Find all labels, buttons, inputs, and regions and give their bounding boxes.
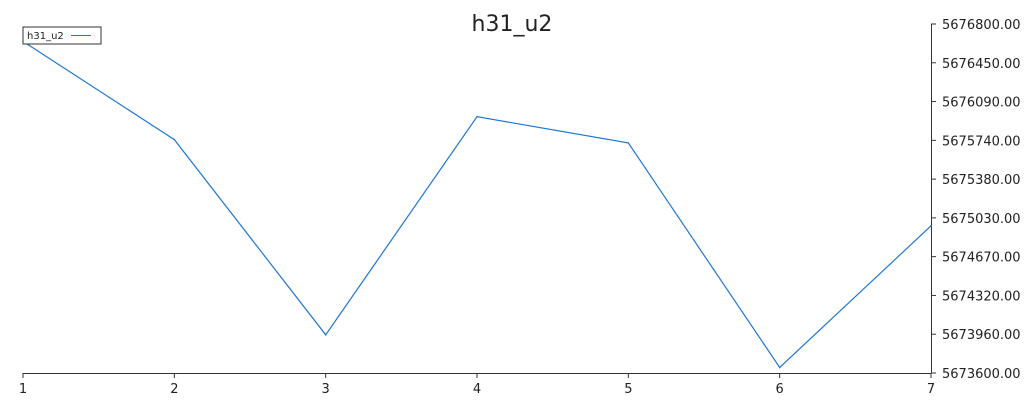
data-point [173, 138, 176, 141]
x-tick-label: 1 [19, 382, 27, 397]
y-tick-label: 5675380.00 [942, 173, 1021, 188]
x-tick-label: 6 [776, 382, 784, 397]
legend-label: h31_u2 [27, 31, 64, 42]
y-tick-label: 5676450.00 [942, 57, 1021, 72]
x-tick-label: 5 [624, 382, 632, 397]
series-layer [22, 40, 932, 369]
y-tick-label: 5675030.00 [942, 212, 1021, 227]
chart-title: h31_u2 [472, 12, 553, 37]
data-point [476, 115, 478, 118]
data-point [778, 366, 781, 369]
data-point [627, 142, 630, 144]
y-tick-label: 5674320.00 [942, 289, 1021, 304]
y-tick-label: 5673600.00 [942, 367, 1021, 382]
x-tick-label: 7 [927, 382, 935, 397]
legend: h31_u2 [22, 26, 102, 45]
data-point [324, 334, 327, 336]
legend-box [22, 26, 102, 45]
x-tick-label: 2 [170, 382, 178, 397]
y-tick-label: 5673960.00 [942, 328, 1021, 343]
y-tick-label: 5674670.00 [942, 251, 1021, 266]
y-tick-label: 5676090.00 [942, 96, 1021, 111]
y-tick-label: 5675740.00 [942, 134, 1021, 149]
y-tick-label: 5676800.00 [942, 18, 1021, 33]
axes: 1 2 3 4 5 6 7 5673600.00 5673960.00 5674320.00 567… [19, 18, 1021, 397]
series-line [22, 40, 932, 369]
x-tick-label: 3 [322, 382, 330, 397]
x-tick-label: 4 [473, 382, 481, 397]
data-point [930, 224, 932, 227]
